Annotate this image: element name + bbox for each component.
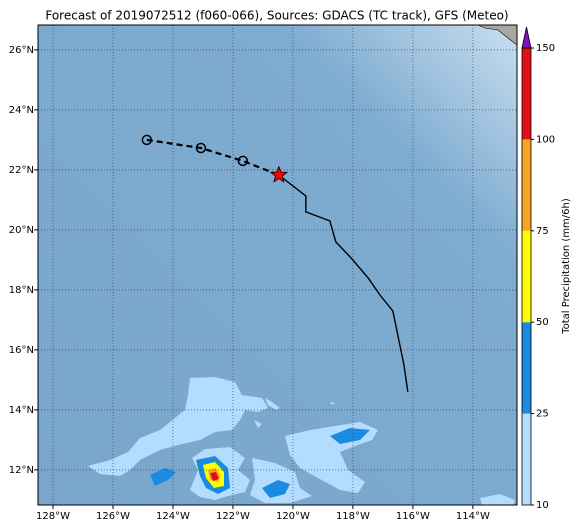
- colorbar-tick-label: 100: [536, 134, 555, 145]
- colorbar-tick-label: 75: [536, 226, 549, 237]
- colorbar-tick-label: 150: [536, 43, 555, 54]
- x-tick-label: 118°W: [336, 511, 370, 522]
- colorbar-segment: [522, 139, 531, 231]
- land: [477, 25, 517, 46]
- precipitation: [88, 377, 515, 505]
- colorbar-segment: [522, 230, 531, 323]
- colorbar-segment: [522, 322, 531, 414]
- past-position: [141, 134, 153, 146]
- past-position: [237, 155, 249, 167]
- y-tick-label: 22°N: [9, 165, 34, 176]
- colorbar-tick-label: 10: [536, 500, 549, 511]
- tracks: [141, 134, 409, 393]
- grid: [38, 25, 517, 505]
- axes: 128°W 126°W 124°W 122°W 120°W 118°W 116°W 114°W…: [9, 45, 490, 522]
- x-tick-label: 126°W: [96, 511, 130, 522]
- x-tick-label: 122°W: [216, 511, 250, 522]
- colorbar-segment: [522, 413, 531, 505]
- past-position: [195, 142, 207, 154]
- x-tick-label: 116°W: [396, 511, 430, 522]
- colorbar-tick-label: 25: [536, 409, 549, 420]
- x-tick-label: 124°W: [156, 511, 190, 522]
- colorbar-frame: [521, 47, 532, 506]
- forecast-track-line: [278, 174, 409, 393]
- y-tick-label: 26°N: [9, 45, 34, 56]
- y-tick-label: 24°N: [9, 105, 34, 116]
- colorbar-tick-label: 50: [536, 317, 549, 328]
- current-position: [269, 165, 289, 183]
- x-tick-label: 120°W: [276, 511, 310, 522]
- x-tick-label: 114°W: [456, 511, 490, 522]
- colorbar-label: Total Precipitation (mm/6h): [561, 198, 572, 335]
- map-area: [38, 25, 517, 505]
- x-tick-label: 128°W: [36, 511, 70, 522]
- ocean: [38, 25, 517, 505]
- colorbar: 10 25 50 75 100 150: [521, 26, 555, 511]
- y-tick-label: 20°N: [9, 225, 34, 236]
- y-tick-label: 14°N: [9, 405, 34, 416]
- colorbar-segment: [522, 48, 531, 140]
- y-tick-label: 18°N: [9, 285, 34, 296]
- y-tick-label: 12°N: [9, 465, 34, 476]
- map-frame: [37, 24, 518, 506]
- y-tick-label: 16°N: [9, 345, 34, 356]
- colorbar-extend: [521, 26, 532, 49]
- map-title: Forecast of 2019072512 (f060-066), Sourc…: [45, 9, 508, 23]
